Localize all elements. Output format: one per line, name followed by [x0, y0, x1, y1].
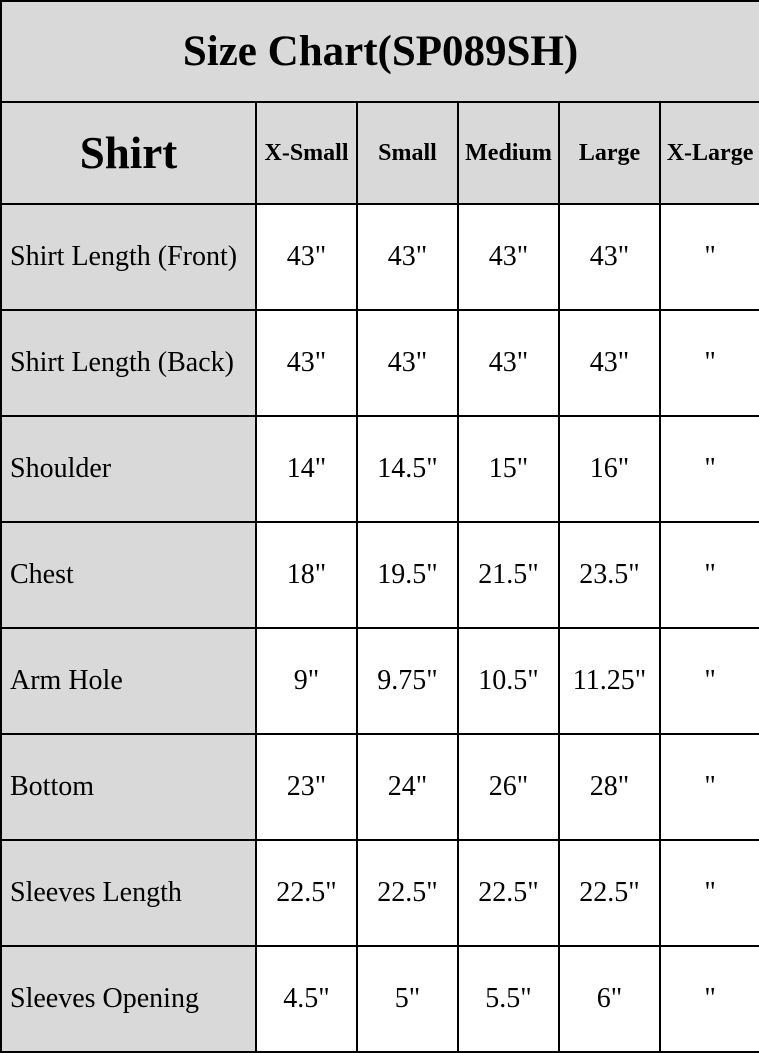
table-row-shirt-length-back: Shirt Length (Back) 43" 43" 43" 43" " — [0, 309, 759, 417]
value-cell: " — [658, 839, 759, 947]
value-cell: 43" — [356, 309, 459, 417]
table-row-chest: Chest 18" 19.5" 21.5" 23.5" " — [0, 521, 759, 629]
value-cell: 43" — [558, 203, 661, 311]
value-cell: 19.5" — [356, 521, 459, 629]
table-row-arm-hole: Arm Hole 9" 9.75" 10.5" 11.25" " — [0, 627, 759, 735]
size-header-x-large: X-Large — [658, 101, 759, 205]
value-cell: 23" — [255, 733, 358, 841]
value-cell: " — [658, 627, 759, 735]
value-cell: 4.5" — [255, 945, 358, 1053]
table-row-shirt-length-front: Shirt Length (Front) 43" 43" 43" 43" " — [0, 203, 759, 311]
table-row-shoulder: Shoulder 14" 14.5" 15" 16" " — [0, 415, 759, 523]
value-cell: 43" — [356, 203, 459, 311]
value-cell: 22.5" — [255, 839, 358, 947]
value-cell: 22.5" — [457, 839, 560, 947]
value-cell: 21.5" — [457, 521, 560, 629]
size-header-large: Large — [558, 101, 661, 205]
value-cell: 6" — [558, 945, 661, 1053]
title-row: Size Chart(SP089SH) — [0, 0, 759, 103]
row-label: Shoulder — [0, 415, 257, 523]
value-cell: 43" — [255, 203, 358, 311]
value-cell: 5.5" — [457, 945, 560, 1053]
value-cell: " — [658, 309, 759, 417]
value-cell: 10.5" — [457, 627, 560, 735]
row-label: Shirt Length (Front) — [0, 203, 257, 311]
row-label: Chest — [0, 521, 257, 629]
table-row-bottom: Bottom 23" 24" 26" 28" " — [0, 733, 759, 841]
table-row-sleeves-opening: Sleeves Opening 4.5" 5" 5.5" 6" " — [0, 945, 759, 1053]
value-cell: 43" — [457, 309, 560, 417]
value-cell: 28" — [558, 733, 661, 841]
row-label: Sleeves Opening — [0, 945, 257, 1053]
value-cell: 18" — [255, 521, 358, 629]
value-cell: 22.5" — [356, 839, 459, 947]
header-row: Shirt X-Small Small Medium Large X-Large — [0, 101, 759, 205]
value-cell: " — [658, 945, 759, 1053]
value-cell: 14.5" — [356, 415, 459, 523]
value-cell: 16" — [558, 415, 661, 523]
value-cell: 23.5" — [558, 521, 661, 629]
size-header-x-small: X-Small — [255, 101, 358, 205]
value-cell: 11.25" — [558, 627, 661, 735]
table-row-sleeves-length: Sleeves Length 22.5" 22.5" 22.5" 22.5" " — [0, 839, 759, 947]
value-cell: 26" — [457, 733, 560, 841]
value-cell: " — [658, 521, 759, 629]
value-cell: " — [658, 415, 759, 523]
value-cell: 15" — [457, 415, 560, 523]
value-cell: 24" — [356, 733, 459, 841]
size-header-medium: Medium — [457, 101, 560, 205]
row-label: Bottom — [0, 733, 257, 841]
product-header-cell: Shirt — [0, 101, 257, 205]
row-label: Sleeves Length — [0, 839, 257, 947]
value-cell: " — [658, 733, 759, 841]
row-label: Arm Hole — [0, 627, 257, 735]
value-cell: 22.5" — [558, 839, 661, 947]
value-cell: 9.75" — [356, 627, 459, 735]
row-label: Shirt Length (Back) — [0, 309, 257, 417]
value-cell: 43" — [558, 309, 661, 417]
value-cell: 14" — [255, 415, 358, 523]
value-cell: " — [658, 203, 759, 311]
chart-title: Size Chart(SP089SH) — [0, 0, 759, 103]
value-cell: 5" — [356, 945, 459, 1053]
value-cell: 43" — [457, 203, 560, 311]
value-cell: 43" — [255, 309, 358, 417]
size-header-small: Small — [356, 101, 459, 205]
value-cell: 9" — [255, 627, 358, 735]
